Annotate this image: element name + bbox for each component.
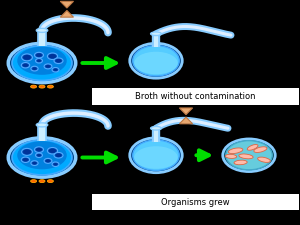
Ellipse shape [31,180,37,183]
Ellipse shape [22,148,32,155]
Ellipse shape [56,59,62,63]
Ellipse shape [151,126,161,130]
Ellipse shape [34,147,43,153]
Text: Organisms grew: Organisms grew [161,198,229,207]
Ellipse shape [36,28,48,32]
Ellipse shape [35,153,43,157]
Ellipse shape [44,158,52,163]
Ellipse shape [54,153,63,158]
Ellipse shape [23,158,28,162]
Ellipse shape [39,85,45,88]
Ellipse shape [258,157,270,162]
Polygon shape [60,1,74,8]
Bar [92,88,298,105]
Ellipse shape [46,159,50,162]
Ellipse shape [52,162,59,166]
Ellipse shape [32,162,37,164]
Ellipse shape [8,138,76,177]
Ellipse shape [17,47,67,75]
Bar [92,194,298,210]
Ellipse shape [54,58,63,63]
Ellipse shape [47,53,58,59]
Polygon shape [179,117,193,124]
Ellipse shape [133,140,179,171]
Ellipse shape [133,45,179,76]
Ellipse shape [17,141,67,169]
Ellipse shape [49,148,56,153]
Ellipse shape [226,141,272,170]
Ellipse shape [47,148,58,154]
Ellipse shape [21,157,30,162]
Ellipse shape [228,148,243,153]
Ellipse shape [225,154,237,158]
Ellipse shape [39,180,45,183]
Ellipse shape [31,161,38,166]
Ellipse shape [247,144,258,150]
Ellipse shape [239,154,253,159]
Ellipse shape [134,52,178,74]
Ellipse shape [36,123,48,127]
Ellipse shape [36,53,42,57]
Ellipse shape [37,59,41,62]
Ellipse shape [49,54,56,58]
Polygon shape [179,108,193,115]
Ellipse shape [53,163,58,165]
Ellipse shape [12,45,72,81]
Ellipse shape [21,63,30,68]
Ellipse shape [52,68,59,72]
Ellipse shape [37,154,41,157]
Ellipse shape [31,85,37,88]
Ellipse shape [23,55,31,60]
Ellipse shape [36,148,42,151]
Ellipse shape [23,149,31,154]
Ellipse shape [234,160,247,165]
Ellipse shape [34,52,43,58]
Ellipse shape [151,32,161,36]
Ellipse shape [8,43,76,83]
Polygon shape [60,11,74,17]
Ellipse shape [53,68,58,71]
Ellipse shape [44,64,52,69]
Ellipse shape [22,54,32,61]
Ellipse shape [32,67,37,70]
Ellipse shape [130,43,182,78]
Ellipse shape [35,58,43,63]
Ellipse shape [23,63,28,67]
Ellipse shape [254,147,267,153]
Ellipse shape [134,146,178,169]
Ellipse shape [130,138,182,173]
Ellipse shape [12,140,72,175]
Ellipse shape [47,180,53,183]
Ellipse shape [56,153,62,157]
Text: Broth without contamination: Broth without contamination [135,92,255,101]
Ellipse shape [223,139,275,171]
Ellipse shape [31,66,38,71]
Ellipse shape [46,65,50,68]
Ellipse shape [47,85,53,88]
